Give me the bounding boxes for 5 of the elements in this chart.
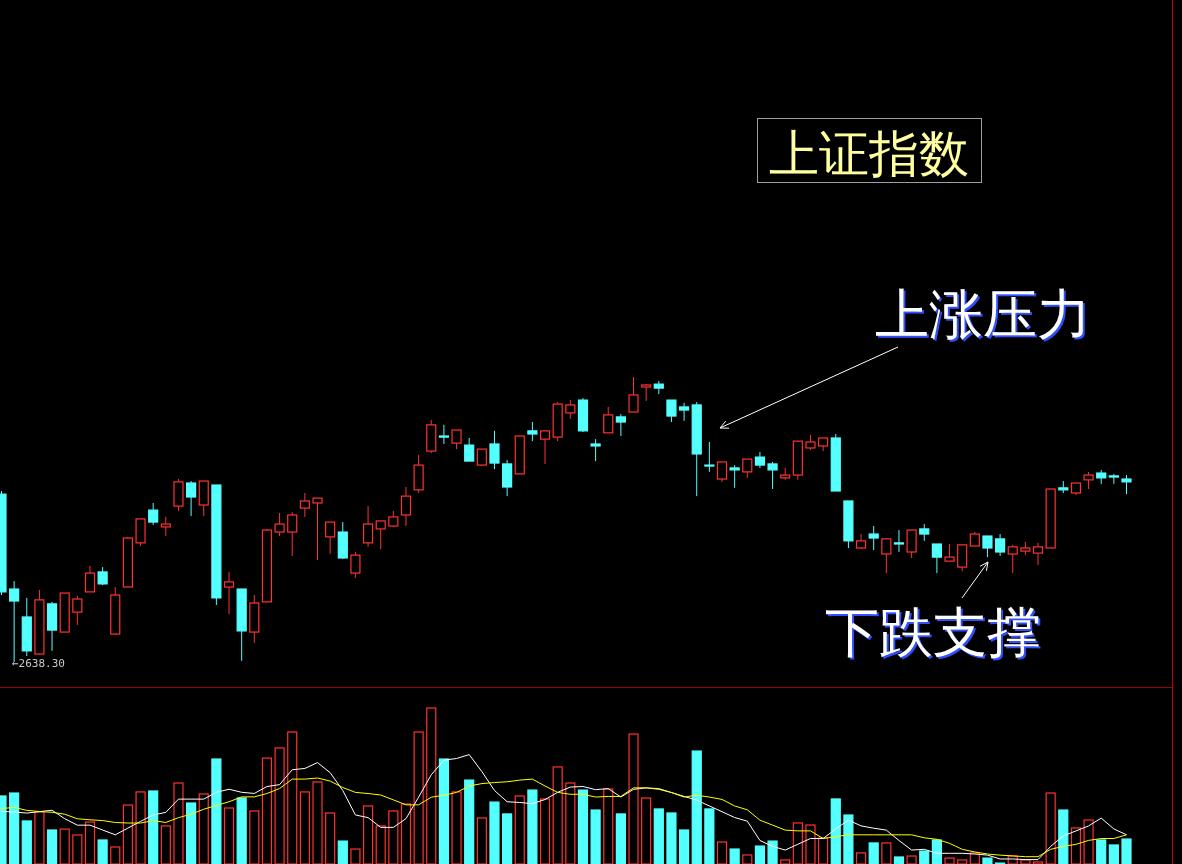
text: 上涨压力 xyxy=(877,287,1093,347)
title: 上证指数 xyxy=(757,118,982,183)
annotation: 下跌支撑 xyxy=(827,605,1043,665)
annotation: ←2638.30 xyxy=(12,657,65,670)
chart-title: 上证指数 xyxy=(769,126,969,182)
